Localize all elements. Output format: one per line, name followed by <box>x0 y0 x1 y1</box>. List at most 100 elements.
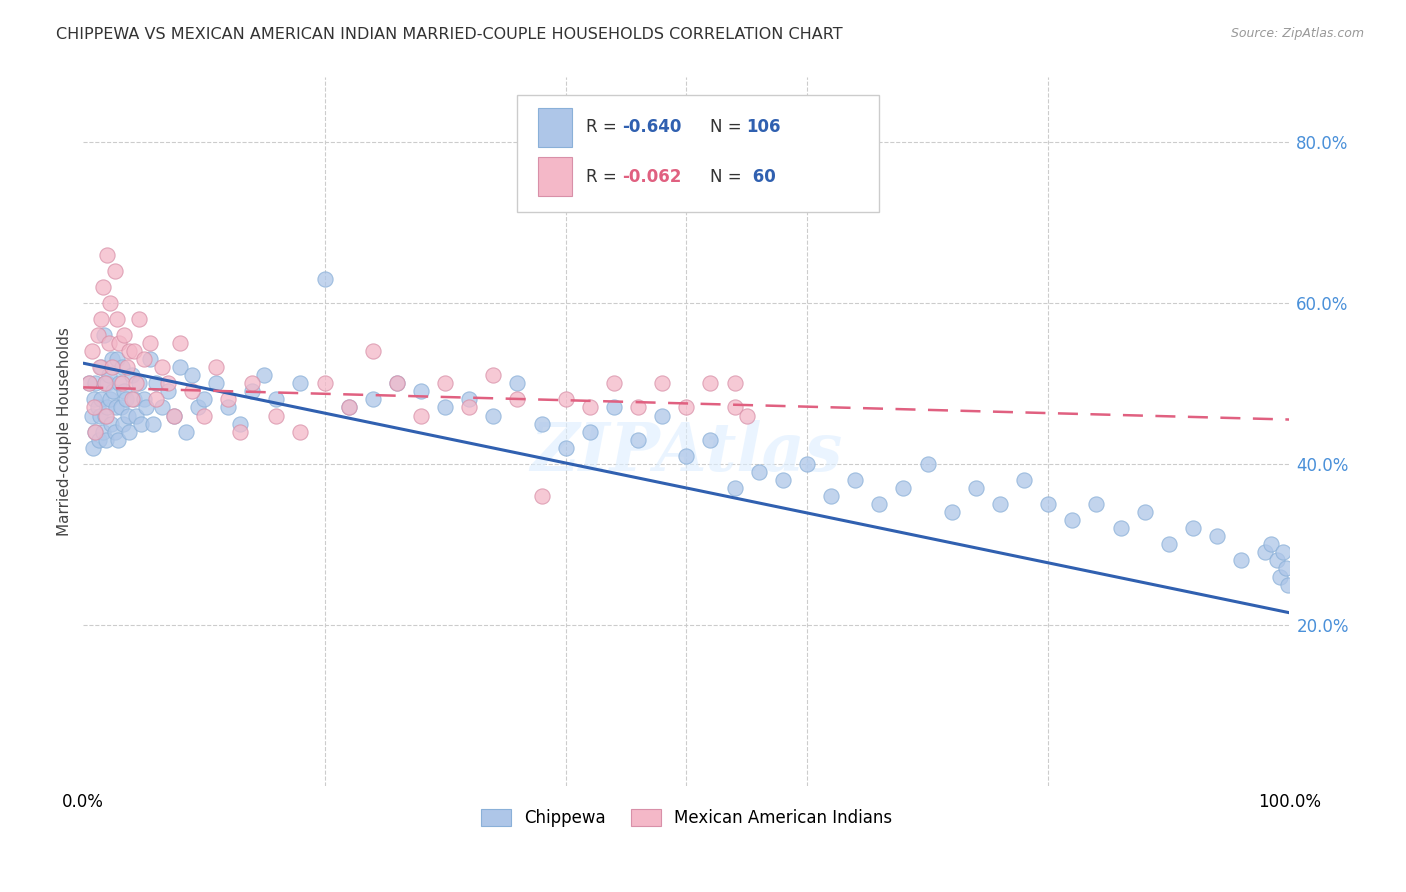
Point <box>314 376 336 391</box>
Point <box>132 392 155 407</box>
Point <box>699 433 721 447</box>
Point <box>820 489 842 503</box>
Point <box>128 376 150 391</box>
Point <box>651 376 673 391</box>
Text: CHIPPEWA VS MEXICAN AMERICAN INDIAN MARRIED-COUPLE HOUSEHOLDS CORRELATION CHART: CHIPPEWA VS MEXICAN AMERICAN INDIAN MARR… <box>56 27 842 42</box>
Point <box>108 376 131 391</box>
Point <box>104 401 127 415</box>
Point <box>117 409 139 423</box>
Point <box>98 392 121 407</box>
Point <box>138 336 160 351</box>
Point <box>253 368 276 383</box>
Point <box>105 312 128 326</box>
Point <box>1230 553 1253 567</box>
Point <box>89 409 111 423</box>
Point <box>337 401 360 415</box>
Point <box>111 360 134 375</box>
Text: ZIPAtlas: ZIPAtlas <box>530 420 842 485</box>
Point <box>94 376 117 391</box>
Point <box>87 433 110 447</box>
Point <box>193 392 215 407</box>
Point <box>240 376 263 391</box>
Point <box>1012 473 1035 487</box>
Point <box>90 312 112 326</box>
Point <box>174 425 197 439</box>
Point <box>83 401 105 415</box>
Point <box>290 425 312 439</box>
Point <box>1260 537 1282 551</box>
Point <box>844 473 866 487</box>
FancyBboxPatch shape <box>538 108 572 147</box>
Point <box>965 481 987 495</box>
Point <box>91 425 114 439</box>
Point <box>83 392 105 407</box>
Point <box>110 401 132 415</box>
Point <box>1272 545 1295 559</box>
Point <box>79 376 101 391</box>
Point <box>409 384 432 399</box>
Point <box>264 409 287 423</box>
Point <box>163 409 186 423</box>
Point <box>84 425 107 439</box>
Point <box>361 344 384 359</box>
Point <box>205 360 228 375</box>
Point <box>748 465 770 479</box>
Point <box>554 441 576 455</box>
Point <box>217 392 239 407</box>
Point <box>96 247 118 261</box>
Point <box>150 360 173 375</box>
Point <box>193 409 215 423</box>
Point <box>84 425 107 439</box>
Point <box>142 417 165 431</box>
Point <box>80 344 103 359</box>
Text: R =: R = <box>586 118 623 136</box>
Point <box>482 368 505 383</box>
Point <box>1254 545 1277 559</box>
Point <box>772 473 794 487</box>
Text: N =: N = <box>710 118 748 136</box>
Point <box>180 384 202 399</box>
Point <box>723 481 745 495</box>
Point <box>482 409 505 423</box>
Point <box>434 401 457 415</box>
Point <box>156 384 179 399</box>
Point <box>121 392 143 407</box>
Point <box>111 376 134 391</box>
Point <box>240 384 263 399</box>
Point <box>314 271 336 285</box>
Point <box>988 497 1011 511</box>
Point <box>458 392 481 407</box>
Point <box>385 376 408 391</box>
Point <box>627 401 650 415</box>
Point <box>163 409 186 423</box>
Text: R =: R = <box>586 168 623 186</box>
Point <box>103 384 125 399</box>
Point <box>627 433 650 447</box>
Point <box>105 352 128 367</box>
Point <box>101 352 124 367</box>
Point <box>1181 521 1204 535</box>
Point <box>1274 561 1296 575</box>
Point <box>104 425 127 439</box>
Point <box>506 376 529 391</box>
Point <box>1265 553 1288 567</box>
Point <box>530 489 553 503</box>
Point <box>603 376 626 391</box>
Point <box>675 401 697 415</box>
Point <box>115 360 138 375</box>
Point <box>180 368 202 383</box>
Point <box>96 409 118 423</box>
Point <box>699 376 721 391</box>
Point <box>138 352 160 367</box>
Text: 106: 106 <box>747 118 782 136</box>
Point <box>651 409 673 423</box>
Point <box>96 401 118 415</box>
Point <box>91 279 114 293</box>
Point <box>96 376 118 391</box>
Point <box>579 425 602 439</box>
Point <box>506 392 529 407</box>
Point <box>150 401 173 415</box>
Point <box>554 392 576 407</box>
Point <box>135 401 157 415</box>
Point <box>122 344 145 359</box>
